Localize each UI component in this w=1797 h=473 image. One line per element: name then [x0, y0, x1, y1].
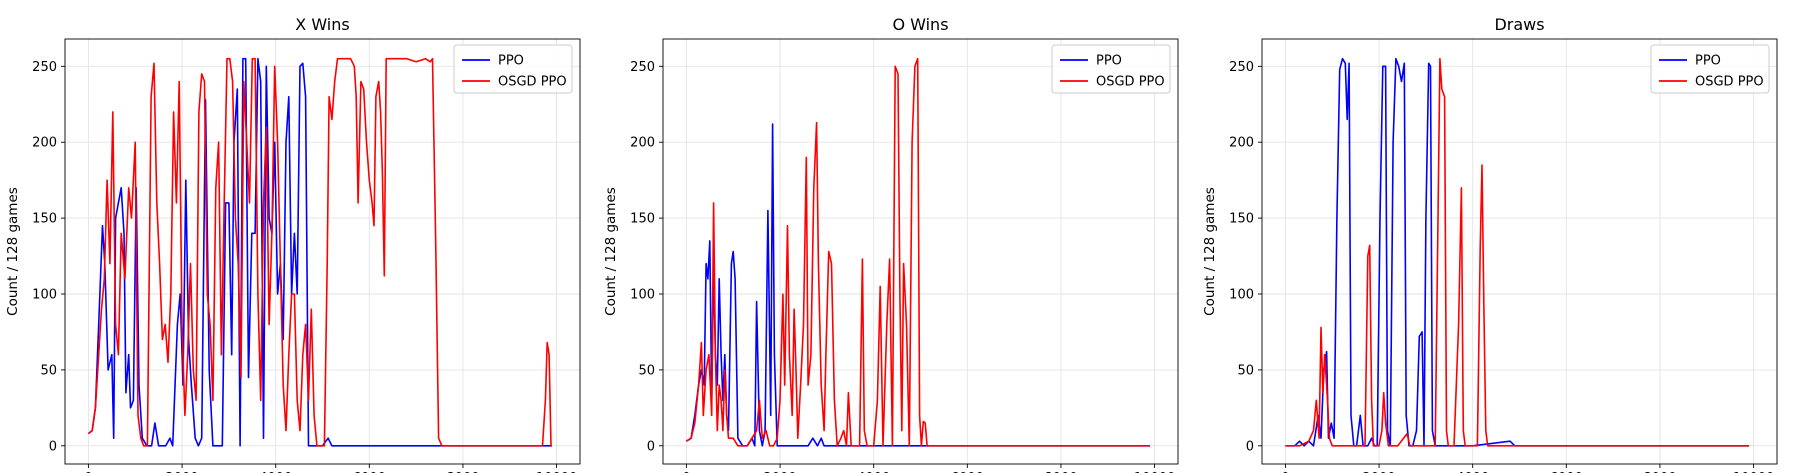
- y-tick-label: 50: [638, 363, 655, 378]
- plot-frame: [662, 38, 1179, 465]
- x-tick-label: 6000: [1550, 471, 1583, 473]
- y-axis-label: Count / 128 games: [1202, 187, 1218, 316]
- chart-panel-1: 0 2000 4000 6000 8000 10000 0 50 100 150 200 250 X W…: [5, 15, 581, 473]
- plot-frame: [64, 38, 581, 465]
- y-tick-label: 200: [1229, 136, 1254, 151]
- y-tick-label: 250: [630, 60, 655, 75]
- x-tick-label: 8000: [1643, 471, 1676, 473]
- x-tick-label: 6000: [353, 471, 386, 473]
- legend: PPO OSGD PPO: [1650, 44, 1770, 94]
- legend-label: OSGD PPO: [1096, 75, 1165, 90]
- chart-title: Draws: [1494, 15, 1544, 34]
- y-tick-label: 0: [49, 439, 57, 454]
- y-tick-label: 100: [32, 288, 57, 303]
- legend-label: PPO: [1695, 54, 1721, 69]
- series-line-ppo: [1285, 57, 1749, 447]
- x-tick-label: 4000: [1456, 471, 1489, 473]
- x-tick-label: 2000: [1362, 471, 1395, 473]
- series-line-osgd-ppo: [685, 57, 1150, 447]
- y-tick-label: 100: [630, 288, 655, 303]
- y-tick-label: 0: [1246, 439, 1254, 454]
- plot-frame: [1261, 38, 1778, 465]
- legend: PPO OSGD PPO: [453, 44, 573, 94]
- x-tick-label: 2000: [165, 471, 198, 473]
- x-tick-label: 10000: [536, 471, 577, 473]
- y-tick-label: 50: [1237, 363, 1254, 378]
- x-tick-label: 4000: [259, 471, 292, 473]
- x-tick-label: 10000: [1134, 471, 1175, 473]
- legend-label: PPO: [498, 54, 524, 69]
- legend-label: OSGD PPO: [498, 75, 567, 90]
- x-tick-label: 4000: [857, 471, 890, 473]
- y-tick-label: 200: [32, 136, 57, 151]
- y-tick-label: 150: [1229, 212, 1254, 227]
- y-tick-label: 250: [32, 60, 57, 75]
- x-tick-label: 6000: [951, 471, 984, 473]
- y-tick-label: 50: [40, 363, 57, 378]
- x-tick-label: 8000: [1044, 471, 1077, 473]
- chart-title: O Wins: [892, 15, 948, 34]
- legend-label: PPO: [1096, 54, 1122, 69]
- x-tick-label: 0: [84, 471, 92, 473]
- y-tick-label: 200: [630, 136, 655, 151]
- legend: PPO OSGD PPO: [1051, 44, 1171, 94]
- x-tick-label: 10000: [1733, 471, 1774, 473]
- legend-label: OSGD PPO: [1695, 75, 1764, 90]
- y-tick-label: 250: [1229, 60, 1254, 75]
- series-line-osgd-ppo: [87, 57, 552, 447]
- chart-title: X Wins: [295, 15, 349, 34]
- x-tick-label: 8000: [446, 471, 479, 473]
- series-line-ppo: [87, 57, 552, 447]
- y-tick-label: 100: [1229, 288, 1254, 303]
- chart-panel-3: 0 2000 4000 6000 8000 10000 0 50 100 150 200 250 Dra…: [1202, 15, 1778, 473]
- y-axis-label: Count / 128 games: [5, 187, 21, 316]
- series-line-osgd-ppo: [1285, 57, 1749, 447]
- x-tick-label: 0: [682, 471, 690, 473]
- y-tick-label: 150: [630, 212, 655, 227]
- x-tick-label: 2000: [763, 471, 796, 473]
- y-axis-label: Count / 128 games: [603, 187, 619, 316]
- y-tick-label: 0: [647, 439, 655, 454]
- x-tick-label: 0: [1281, 471, 1289, 473]
- y-tick-label: 150: [32, 212, 57, 227]
- chart-panel-2: 0 2000 4000 6000 8000 10000 0 50 100 150 200 250 O W…: [603, 15, 1179, 473]
